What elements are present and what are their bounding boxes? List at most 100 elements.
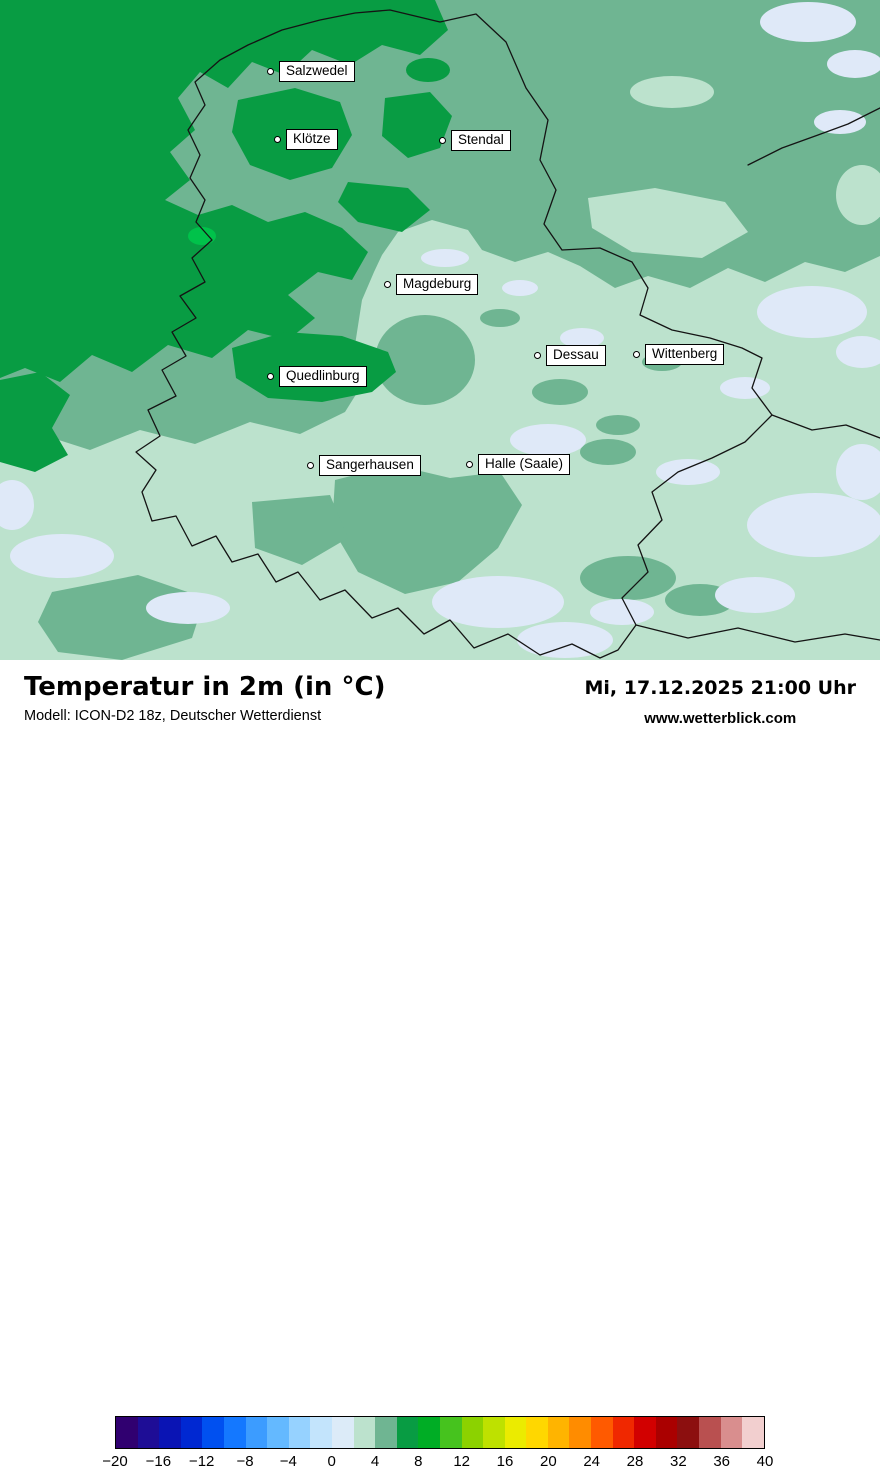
colorbar-label: 36 xyxy=(713,1453,730,1470)
footer-left: Temperatur in 2m (in °C) Modell: ICON-D2… xyxy=(24,672,385,724)
temp-region-mid-patch xyxy=(580,556,676,600)
colorbar-segment xyxy=(655,1417,678,1448)
colorbar-segment xyxy=(439,1417,462,1448)
colorbar-segment xyxy=(202,1417,224,1448)
temp-region-mint-patch xyxy=(630,76,714,108)
colorbar-label: 8 xyxy=(414,1453,423,1470)
city-label: Dessau xyxy=(546,345,606,366)
city-label: Sangerhausen xyxy=(319,455,421,476)
colorbar-segment xyxy=(137,1417,160,1448)
colorbar-segment xyxy=(591,1417,613,1448)
colorbar-label: −8 xyxy=(236,1453,254,1470)
city-label: Halle (Saale) xyxy=(478,454,571,475)
forecast-datetime: Mi, 17.12.2025 21:00 Uhr xyxy=(584,677,856,699)
colorbar-label: 16 xyxy=(496,1453,514,1470)
temp-region-dark-patch xyxy=(338,182,430,232)
border-east xyxy=(771,414,880,439)
border-northeast xyxy=(747,107,880,166)
temp-region-pale-patch xyxy=(590,599,654,625)
temp-region-pale-patch xyxy=(836,444,880,500)
weather-map: Salzwedel Klötze Stendal Magdeburg Dessau Wit… xyxy=(0,0,880,660)
colorbar-segment xyxy=(461,1417,484,1448)
state-border-saxony-anhalt xyxy=(135,9,773,659)
colorbar-segment xyxy=(612,1417,635,1448)
colorbar-label: 28 xyxy=(626,1453,644,1470)
temp-region-pale-patch xyxy=(757,286,867,338)
colorbar-label: 4 xyxy=(370,1453,380,1470)
city-dot-icon xyxy=(439,137,446,144)
colorbar-label: 20 xyxy=(539,1453,557,1470)
colorbar-segment xyxy=(180,1417,203,1448)
colorbar-segment xyxy=(547,1417,570,1448)
city-label: Quedlinburg xyxy=(279,366,367,387)
footer-right: Mi, 17.12.2025 21:00 Uhr www.wetterblick… xyxy=(585,672,856,727)
temp-region-pale-patch xyxy=(10,534,114,578)
colorbar-segment xyxy=(331,1417,354,1448)
temp-region-mint-patch xyxy=(836,165,880,225)
temp-region-pale-patch xyxy=(827,50,880,78)
colorbar-label: 40 xyxy=(756,1453,774,1470)
colorbar-segment xyxy=(418,1417,440,1448)
colorbar-segment xyxy=(526,1417,548,1448)
city-label: Wittenberg xyxy=(645,344,725,365)
temp-region-mid-patch xyxy=(252,495,348,565)
temp-region-dark-northwest xyxy=(0,0,448,382)
temp-region-pale-patch xyxy=(510,424,586,456)
colorbar-label: 0 xyxy=(327,1453,336,1470)
colorbar-segment xyxy=(634,1417,656,1448)
temp-region-pale-patch xyxy=(560,328,604,348)
temp-region-pale-patch xyxy=(814,110,866,134)
model-info: Modell: ICON-D2 18z, Deutscher Wetterdie… xyxy=(24,708,322,724)
city-label: Magdeburg xyxy=(396,274,479,295)
temp-region-mid-sangerhausen xyxy=(332,465,522,594)
temp-region-pale-patch xyxy=(421,249,469,267)
temp-region-pale-patch xyxy=(146,592,230,624)
temp-region-bright-spot xyxy=(188,227,216,245)
temp-region-mint-south xyxy=(0,220,880,660)
temp-region-mint-patch xyxy=(588,188,748,258)
colorbar-segment xyxy=(569,1417,592,1448)
colorbar-label: −12 xyxy=(188,1453,215,1470)
colorbar-segment xyxy=(677,1417,700,1448)
map-footer: Temperatur in 2m (in °C) Modell: ICON-D2… xyxy=(0,660,880,1470)
city-dot-icon xyxy=(307,462,314,469)
colorbar-segment xyxy=(720,1417,743,1448)
temp-region-pale-patch xyxy=(720,377,770,399)
temp-region-pale-patch xyxy=(502,280,538,296)
colorbar-segment xyxy=(245,1417,268,1448)
colorbar-segment xyxy=(699,1417,721,1448)
colorbar-wrap: −20 −16 −12 −8 −4 0 4 8 12 16 20 24 28 32 36 40 xyxy=(102,1416,773,1473)
temp-region-pale-patch xyxy=(715,577,795,613)
temp-region-mid-patch xyxy=(596,415,640,435)
colorbar-segment xyxy=(375,1417,397,1448)
temp-region-pale-patch xyxy=(747,493,880,557)
colorbar-label: 12 xyxy=(453,1453,470,1470)
city-dot-icon xyxy=(274,136,281,143)
colorbar-segment xyxy=(483,1417,505,1448)
city-label: Salzwedel xyxy=(279,61,355,82)
colorbar-segment xyxy=(288,1417,311,1448)
colorbar-label: 32 xyxy=(669,1453,687,1470)
colorbar-segment xyxy=(116,1417,138,1448)
city-label: Stendal xyxy=(451,130,511,151)
temp-region-dark-west xyxy=(0,372,70,472)
colorbar-segment xyxy=(310,1417,332,1448)
temp-region-pale-patch xyxy=(0,480,34,530)
colorbar-label: −16 xyxy=(145,1453,172,1470)
website-link: www.wetterblick.com xyxy=(644,710,797,727)
colorbar-segment xyxy=(353,1417,376,1448)
temp-region-dark-stendal xyxy=(382,92,452,158)
city-label: Klötze xyxy=(286,129,338,150)
info-row: Temperatur in 2m (in °C) Modell: ICON-D2… xyxy=(0,660,880,727)
colorbar-segment xyxy=(223,1417,246,1448)
temp-region-pale-patch xyxy=(656,459,720,485)
city-dot-icon xyxy=(466,461,473,468)
colorbar-label: −20 xyxy=(102,1453,128,1470)
city-dot-icon xyxy=(267,373,274,380)
colorbar-label: −4 xyxy=(279,1453,297,1470)
colorbar-segment xyxy=(267,1417,289,1448)
temperature-map-svg xyxy=(0,0,880,660)
temp-region-pale-patch xyxy=(432,576,564,628)
temp-region-dark-patch xyxy=(406,58,450,82)
colorbar-segment xyxy=(504,1417,527,1448)
